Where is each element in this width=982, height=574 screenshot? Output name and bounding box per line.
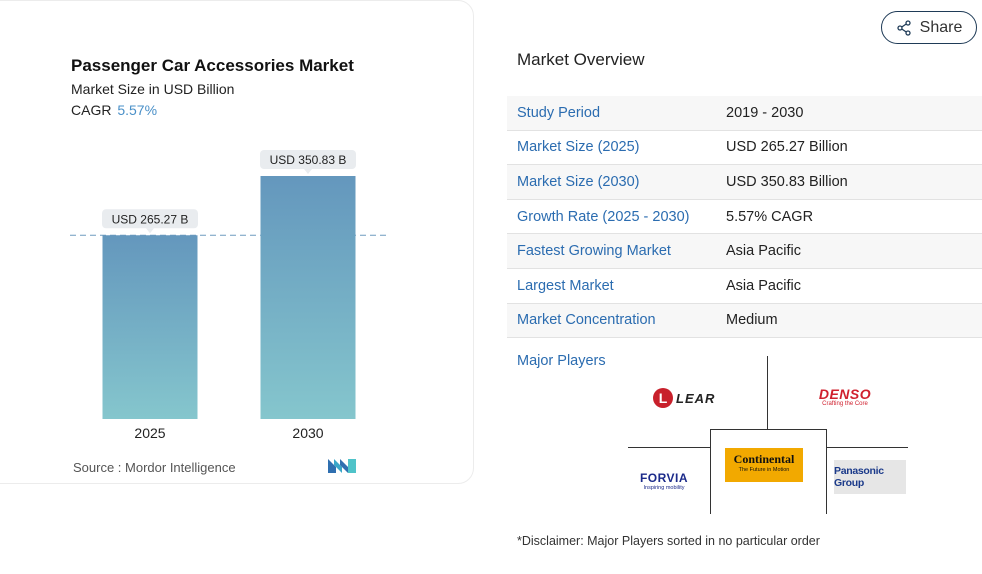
chart-title: Passenger Car Accessories Market [71, 56, 354, 75]
major-players-grid: L LEAR DENSO Crafting the Core Continent… [626, 356, 910, 514]
overview-row-value: Medium [726, 312, 778, 329]
overview-row-label: Fastest Growing Market [517, 243, 671, 260]
data-label-pointer [146, 228, 154, 234]
market-overview-table: Study Period 2019 - 2030 Market Size (2025… [507, 96, 982, 339]
overview-row: Largest Market Asia Pacific [507, 268, 982, 304]
overview-row-value: USD 265.27 Billion [726, 139, 848, 156]
bar-2030 [260, 176, 356, 419]
overview-row-value: 5.57% CAGR [726, 208, 814, 225]
share-icon [896, 19, 912, 36]
mordor-intelligence-logo [328, 457, 356, 478]
panasonic-logo-text: Panasonic Group [834, 465, 884, 489]
data-label-pointer [304, 169, 312, 174]
overview-row-label: Growth Rate (2025 - 2030) [517, 208, 690, 225]
lear-logo: L LEAR [653, 388, 715, 408]
forvia-tagline: Inspiring mobility [643, 485, 685, 491]
overview-row-label: Market Concentration [517, 312, 656, 329]
forvia-logo: FORVIA Inspiring mobility [634, 471, 694, 491]
continental-logo: Continental The Future in Motion [725, 448, 803, 482]
disclaimer: *Disclaimer: Major Players sorted in no … [517, 534, 820, 548]
chart-subtitle: Market Size in USD Billion [71, 81, 235, 97]
bar-2025 [102, 235, 198, 419]
share-label: Share [919, 18, 963, 36]
major-players-title: Major Players [517, 353, 606, 369]
overview-row: Growth Rate (2025 - 2030) 5.57% CAGR [507, 199, 982, 235]
denso-tagline: Crafting the Core [822, 401, 868, 407]
denso-logo: DENSO Crafting the Core [817, 386, 873, 407]
overview-row-label: Largest Market [517, 277, 614, 294]
bar-chart: USD 265.27 B 2025 USD 350.83 B 2030 [70, 150, 390, 441]
overview-row-value: Asia Pacific [726, 277, 801, 294]
market-overview-title: Market Overview [517, 50, 645, 69]
data-label-bg [102, 209, 198, 229]
overview-row: Market Concentration Medium [507, 303, 982, 339]
data-label: USD 350.83 B [270, 153, 347, 167]
continental-tagline: The Future in Motion [738, 467, 790, 473]
lear-l-icon: L [653, 388, 673, 408]
overview-row-label: Study Period [517, 104, 601, 121]
market-chart-card [0, 0, 474, 484]
x-tick-label: 2025 [134, 425, 165, 441]
overview-row-value: 2019 - 2030 [726, 104, 804, 121]
denso-logo-text: DENSO [818, 386, 872, 402]
divider-vertical [767, 356, 768, 429]
overview-row: Study Period 2019 - 2030 [507, 96, 982, 131]
overview-row-label: Market Size (2025) [517, 139, 640, 156]
panasonic-logo: Panasonic Group [834, 460, 906, 494]
overview-row: Fastest Growing Market Asia Pacific [507, 234, 982, 269]
chart-cagr: CAGR 5.57% [71, 102, 157, 118]
overview-row: Market Size (2030) USD 350.83 Billion [507, 165, 982, 200]
lear-logo-text: LEAR [676, 390, 716, 406]
cagr-label: CAGR [71, 102, 112, 118]
overview-row-value: Asia Pacific [726, 243, 801, 260]
chart-source: Source : Mordor Intelligence [73, 460, 236, 475]
continental-logo-text: Continental [733, 452, 795, 466]
overview-row: Market Size (2025) USD 265.27 Billion [507, 130, 982, 166]
x-tick-label: 2030 [292, 425, 323, 441]
data-label-bg [260, 150, 356, 169]
data-label: USD 265.27 B [112, 212, 189, 226]
share-button[interactable]: Share [881, 11, 977, 44]
overview-row-label: Market Size (2030) [517, 173, 640, 190]
forvia-logo-text: FORVIA [639, 471, 689, 485]
overview-row-value: USD 350.83 Billion [726, 173, 848, 190]
cagr-value: 5.57% [117, 102, 158, 118]
